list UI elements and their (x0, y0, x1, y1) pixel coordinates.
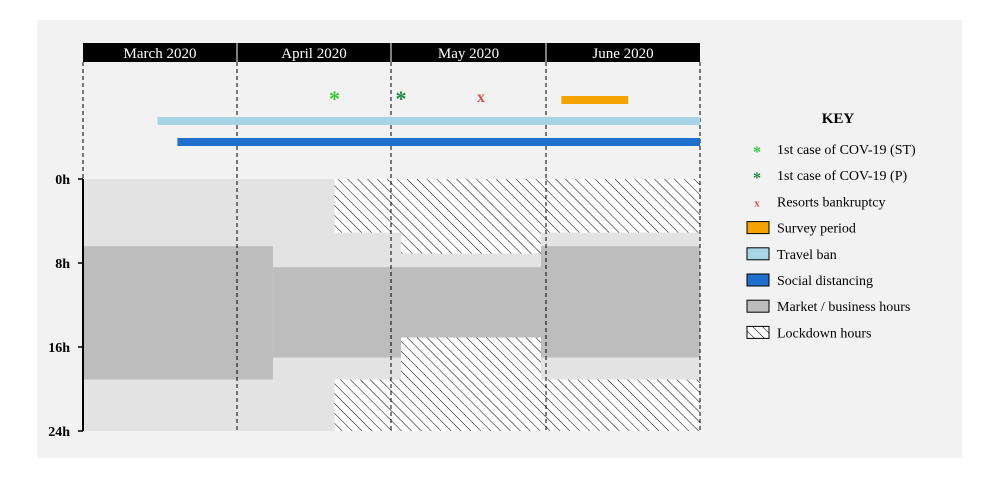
key-symbol-1: * (753, 170, 761, 187)
market-hours-block-0 (83, 246, 273, 380)
key-label-5: Social distancing (777, 274, 873, 289)
month-label-1: April 2020 (281, 46, 346, 62)
bar-social (177, 138, 701, 146)
key-swatch-3 (746, 221, 770, 235)
event-markers: * * x (329, 86, 485, 111)
month-header-cell-2 (391, 43, 546, 62)
month-header: March 2020 April 2020 May 2020 June 2020 (83, 43, 700, 62)
key-label-6: Market / business hours (777, 300, 910, 315)
market-hours-block-2 (541, 246, 700, 358)
hour-tick-label-8: 8h (55, 257, 70, 272)
hour-tick-label-24: 24h (48, 425, 70, 440)
event-marker-st: * (329, 86, 340, 111)
month-label-3: June 2020 (592, 46, 653, 62)
event-marker-bankruptcy: x (477, 89, 485, 106)
key-symbol-2: x (754, 197, 760, 209)
lockdown-hours-block-3 (334, 379, 700, 431)
key-swatch-7 (746, 325, 770, 339)
key-legend: KEY * 1st case of COV-19 (ST) * 1st case of … (746, 111, 916, 341)
key-label-2: Resorts bankruptcy (777, 195, 885, 210)
plot-area (82, 62, 701, 431)
event-marker-p: * (396, 86, 407, 111)
key-label-1: 1st case of COV-19 (P) (777, 169, 907, 184)
key-label-7: Lockdown hours (777, 326, 872, 341)
lockdown-hours-block-2 (401, 337, 541, 380)
month-header-cell-3 (546, 43, 700, 62)
hour-tick-label-0: 0h (55, 173, 70, 188)
lockdown-hours-block-0 (334, 179, 700, 233)
month-header-cell-1 (237, 43, 391, 62)
month-label-0: March 2020 (124, 46, 197, 62)
period-bars (157, 96, 701, 146)
month-label-2: May 2020 (438, 46, 499, 62)
bar-travel (157, 117, 701, 125)
key-swatch-4 (746, 247, 770, 261)
month-header-cell-0 (83, 43, 237, 62)
key-swatch-6 (746, 299, 770, 313)
key-label-4: Travel ban (777, 248, 837, 263)
key-label-3: Survey period (777, 222, 856, 237)
key-symbol-0: * (753, 144, 761, 161)
hour-axis: 0h 8h 16h 24h (48, 173, 84, 440)
key-swatch-5 (746, 273, 770, 287)
lockdown-hours-block-1 (401, 232, 541, 254)
key-title: KEY (822, 111, 855, 127)
hour-tick-label-16: 16h (48, 341, 70, 356)
bar-survey (561, 96, 629, 104)
key-label-0: 1st case of COV-19 (ST) (777, 143, 916, 158)
